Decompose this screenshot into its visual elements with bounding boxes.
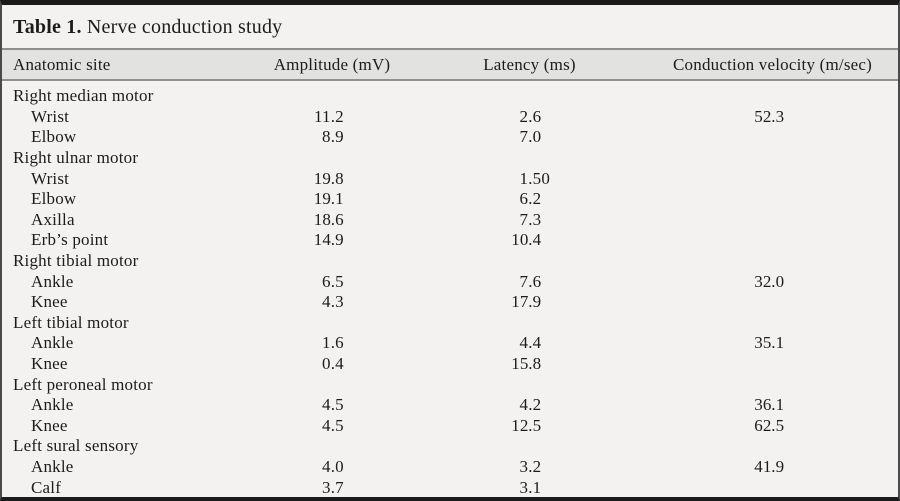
latency-cell: 7.3 bbox=[519, 209, 542, 229]
velocity-cell: 62.5 bbox=[754, 415, 785, 435]
group-label: Right median motor bbox=[13, 86, 154, 106]
table-title-text: Nerve conduction study bbox=[86, 16, 283, 38]
latency-cell: 17.9 bbox=[511, 292, 542, 312]
velocity-cell bbox=[647, 127, 898, 148]
site-cell: Ankle bbox=[31, 395, 74, 415]
amplitude-cell: 6.5 bbox=[322, 271, 344, 291]
table-row: Elbow 19.1 6.2 bbox=[2, 189, 898, 210]
table-body: Right median motor Wrist 11.2 2.6 52.3 Elbow 8… bbox=[2, 80, 898, 497]
group-row: Left peroneal motor bbox=[2, 374, 898, 395]
site-cell: Erb’s point bbox=[31, 230, 109, 250]
velocity-cell: 52.3 bbox=[754, 106, 785, 126]
table-row: Axilla 18.6 7.3 bbox=[2, 210, 898, 231]
site-cell: Knee bbox=[31, 354, 68, 374]
amplitude-cell: 18.6 bbox=[313, 209, 344, 229]
amplitude-cell: 19.8 bbox=[313, 168, 344, 188]
velocity-cell: 32.0 bbox=[754, 271, 785, 291]
table-row: Wrist 11.2 2.6 52.3 bbox=[2, 107, 898, 128]
column-header-amplitude: Amplitude (mV) bbox=[252, 48, 412, 81]
amplitude-cell: 4.5 bbox=[322, 415, 344, 435]
latency-cell: 15.8 bbox=[511, 354, 542, 374]
site-cell: Knee bbox=[31, 292, 68, 312]
amplitude-cell: 0.4 bbox=[322, 354, 344, 374]
group-label: Left sural sensory bbox=[13, 436, 139, 456]
amplitude-cell: 4.0 bbox=[322, 456, 344, 476]
table-row: Ankle 1.6 4.4 35.1 bbox=[2, 333, 898, 354]
latency-cell: 10.4 bbox=[511, 230, 542, 250]
table-row: Elbow 8.9 7.0 bbox=[2, 127, 898, 148]
latency-cell: 12.5 bbox=[511, 415, 542, 435]
latency-cell: 3.1 bbox=[519, 477, 542, 497]
velocity-cell bbox=[647, 230, 898, 251]
latency-cell: 3.2 bbox=[519, 456, 542, 476]
velocity-cell bbox=[647, 210, 898, 231]
data-table: Anatomic site Amplitude (mV) Latency (ms… bbox=[2, 48, 898, 497]
velocity-cell: 36.1 bbox=[754, 395, 785, 415]
velocity-cell bbox=[647, 292, 898, 313]
latency-cell: 6.2 bbox=[519, 189, 542, 209]
site-cell: Ankle bbox=[31, 456, 74, 476]
amplitude-cell: 3.7 bbox=[322, 477, 344, 497]
table-row: Erb’s point 14.9 10.4 bbox=[2, 230, 898, 251]
latency-cell: 2.6 bbox=[519, 106, 542, 126]
site-cell: Wrist bbox=[31, 168, 70, 188]
latency-cell: 1.50 bbox=[519, 168, 551, 188]
table-row: Knee 0.4 15.8 bbox=[2, 354, 898, 375]
latency-cell: 7.6 bbox=[519, 271, 542, 291]
latency-cell: 7.0 bbox=[519, 127, 542, 147]
group-row: Left sural sensory bbox=[2, 436, 898, 457]
site-cell: Elbow bbox=[31, 189, 77, 209]
velocity-cell bbox=[647, 477, 898, 497]
latency-cell: 4.2 bbox=[519, 395, 542, 415]
group-label: Right ulnar motor bbox=[13, 148, 139, 168]
site-cell: Axilla bbox=[31, 209, 75, 229]
group-row: Right median motor bbox=[2, 80, 898, 107]
table-row: Ankle 4.5 4.2 36.1 bbox=[2, 395, 898, 416]
column-header-velocity: Conduction velocity (m/sec) bbox=[647, 48, 898, 81]
table-title: Table 1. Nerve conduction study bbox=[2, 5, 898, 48]
velocity-cell bbox=[647, 354, 898, 375]
group-row: Right tibial motor bbox=[2, 251, 898, 272]
site-cell: Calf bbox=[31, 477, 62, 497]
table-row: Wrist 19.8 1.50 bbox=[2, 168, 898, 189]
table-number-label: Table 1. bbox=[13, 16, 82, 38]
site-cell: Ankle bbox=[31, 271, 74, 291]
amplitude-cell: 19.1 bbox=[313, 189, 344, 209]
velocity-cell bbox=[647, 189, 898, 210]
site-cell: Ankle bbox=[31, 333, 74, 353]
table-row: Calf 3.7 3.1 bbox=[2, 477, 898, 497]
table-header: Anatomic site Amplitude (mV) Latency (ms… bbox=[2, 48, 898, 81]
amplitude-cell: 8.9 bbox=[322, 127, 344, 147]
velocity-cell bbox=[647, 168, 898, 189]
column-header-latency: Latency (ms) bbox=[412, 48, 647, 81]
group-label: Right tibial motor bbox=[13, 251, 139, 271]
table-row: Knee 4.5 12.5 62.5 bbox=[2, 416, 898, 437]
column-header-anatomic-site: Anatomic site bbox=[2, 48, 252, 81]
site-cell: Knee bbox=[31, 415, 68, 435]
site-cell: Elbow bbox=[31, 127, 77, 147]
site-cell: Wrist bbox=[31, 106, 70, 126]
group-row: Right ulnar motor bbox=[2, 148, 898, 169]
group-row: Left tibial motor bbox=[2, 313, 898, 334]
latency-cell: 4.4 bbox=[519, 333, 542, 353]
table-row: Knee 4.3 17.9 bbox=[2, 292, 898, 313]
amplitude-cell: 14.9 bbox=[313, 230, 344, 250]
amplitude-cell: 1.6 bbox=[322, 333, 344, 353]
velocity-cell: 35.1 bbox=[754, 333, 785, 353]
table-row: Ankle 4.0 3.2 41.9 bbox=[2, 457, 898, 478]
amplitude-cell: 4.3 bbox=[322, 292, 344, 312]
amplitude-cell: 11.2 bbox=[313, 106, 344, 126]
table-row: Ankle 6.5 7.6 32.0 bbox=[2, 271, 898, 292]
group-label: Left tibial motor bbox=[13, 312, 129, 332]
amplitude-cell: 4.5 bbox=[322, 395, 344, 415]
velocity-cell: 41.9 bbox=[754, 456, 785, 476]
group-label: Left peroneal motor bbox=[13, 374, 153, 394]
